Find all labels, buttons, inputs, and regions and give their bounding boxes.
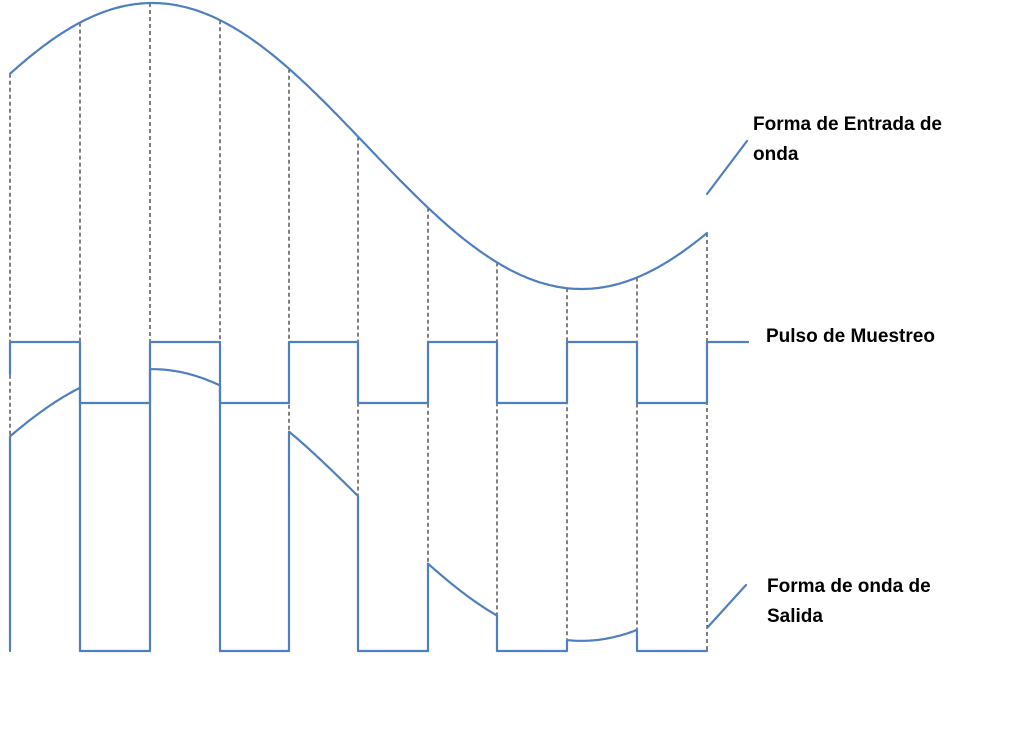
sampling-pulse-waveform <box>8 340 750 405</box>
input-waveform-tail <box>705 139 749 196</box>
sampling-pulse-label: Pulso de Muestreo <box>766 326 935 347</box>
output-waveform-label-line-1: Forma de onda de <box>767 576 931 597</box>
output-waveform-tail <box>705 583 748 630</box>
input-waveform-label-line-1: Forma de Entrada de <box>753 114 942 135</box>
output-waveform <box>8 368 709 653</box>
input-waveform <box>8 1 709 291</box>
input-waveform-label-line-2: onda <box>753 144 799 165</box>
output-waveform-label-line-2: Salida <box>767 606 823 627</box>
input-waveform-label: Forma de Entrada de onda <box>753 110 993 170</box>
output-waveform-label: Forma de onda de Salida <box>767 572 1007 632</box>
